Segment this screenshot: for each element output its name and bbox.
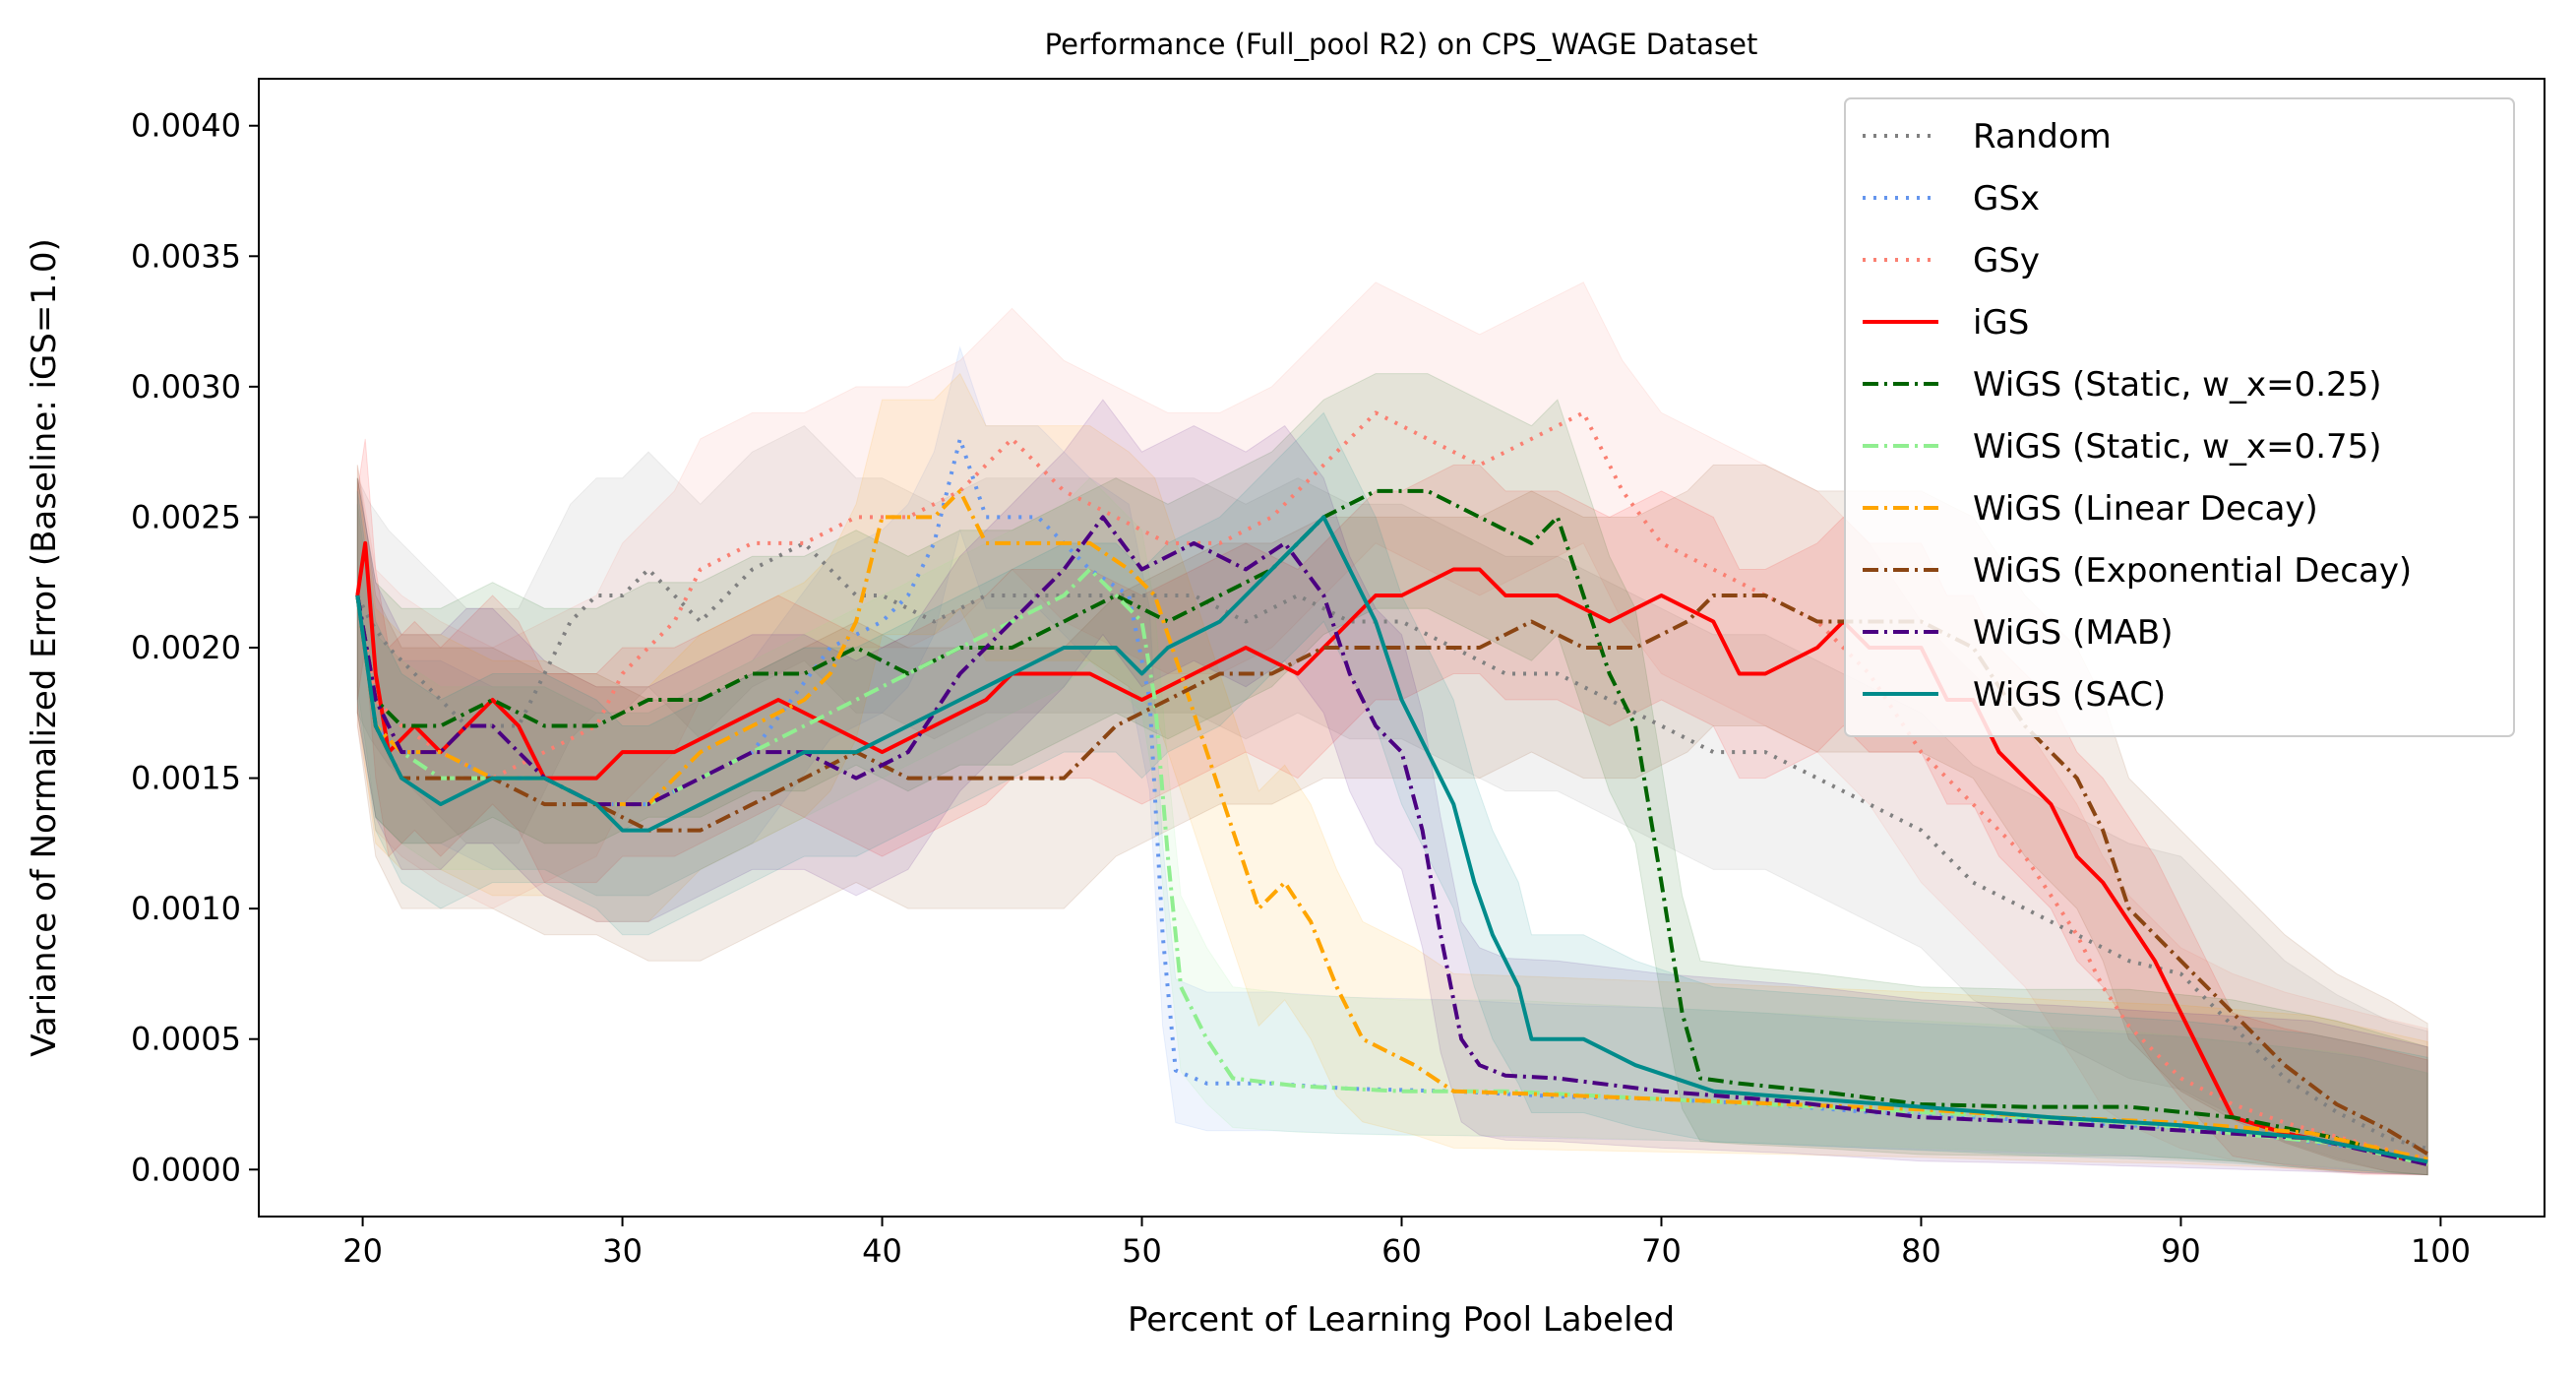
series-lines <box>355 410 2429 1166</box>
x-axis-label: Percent of Learning Pool Labeled <box>1128 1300 1675 1340</box>
band-random <box>356 424 2428 1176</box>
legend-label: WiGS (Static, w_x=0.25) <box>1973 365 2382 405</box>
y-tick-label: 0.0000 <box>131 1151 241 1188</box>
x-tick-label: 40 <box>862 1232 902 1270</box>
legend-label: Random <box>1973 117 2112 156</box>
x-tick-label: 90 <box>2161 1232 2201 1270</box>
y-tick-label: 0.0015 <box>131 760 241 797</box>
y-axis-ticks: 0.0000 0.0005 0.0010 0.0015 0.0020 0.0025 0.00… <box>131 107 259 1188</box>
series-line-gsy <box>355 410 2428 1161</box>
series-line-wigs-exponential-decay <box>355 594 2429 1156</box>
legend-box <box>1844 97 2515 737</box>
chart-title: Performance (Full_pool R2) on CPS_WAGE D… <box>1045 28 1758 61</box>
x-tick-label: 30 <box>602 1232 643 1270</box>
x-tick-label: 60 <box>1381 1232 1422 1270</box>
x-axis-ticks: 20 30 40 50 60 70 80 90 100 <box>342 1217 2471 1270</box>
y-tick-label: 0.0035 <box>131 237 241 275</box>
legend: Random GSx GSy iGS WiGS (Static, w_x=0.25) Wi… <box>1844 97 2515 737</box>
y-tick-label: 0.0010 <box>131 890 241 927</box>
x-tick-label: 100 <box>2411 1232 2471 1270</box>
legend-label: WiGS (SAC) <box>1973 675 2166 715</box>
y-tick-label: 0.0030 <box>131 368 241 406</box>
band-gsx <box>356 345 2428 1176</box>
y-tick-label: 0.0005 <box>131 1021 241 1058</box>
series-line-wigs-mab <box>355 515 2428 1166</box>
x-tick-label: 80 <box>1901 1232 1941 1270</box>
band-gsy <box>356 281 2428 1176</box>
legend-label: WiGS (Linear Decay) <box>1973 489 2318 529</box>
x-tick-label: 20 <box>342 1232 383 1270</box>
series-line-wigs-linear-decay <box>355 488 2428 1161</box>
series-line-random <box>355 540 2428 1152</box>
series-line-wigs-sac <box>355 515 2428 1164</box>
x-tick-label: 50 <box>1122 1232 1162 1270</box>
y-tick-label: 0.0040 <box>131 107 241 145</box>
legend-label: WiGS (MAB) <box>1973 613 2174 653</box>
y-tick-label: 0.0025 <box>131 498 241 535</box>
series-line-igs <box>355 540 2428 1166</box>
y-axis-label: Variance of Normalized Error (Baseline: … <box>25 238 64 1056</box>
band-wigs-linear-decay <box>356 372 2428 1176</box>
legend-label: GSy <box>1973 241 2040 281</box>
legend-label: WiGS (Exponential Decay) <box>1973 551 2412 591</box>
series-line-wigs-static-w-x-0-25 <box>355 488 2428 1166</box>
legend-label: GSx <box>1973 179 2040 219</box>
legend-label: WiGS (Static, w_x=0.75) <box>1973 427 2382 467</box>
band-wigs-static-w-x-0-75 <box>356 476 2428 1176</box>
legend-label: iGS <box>1973 303 2029 343</box>
y-tick-label: 0.0020 <box>131 629 241 666</box>
x-tick-label: 70 <box>1641 1232 1682 1270</box>
band-wigs-mab <box>356 399 2428 1176</box>
